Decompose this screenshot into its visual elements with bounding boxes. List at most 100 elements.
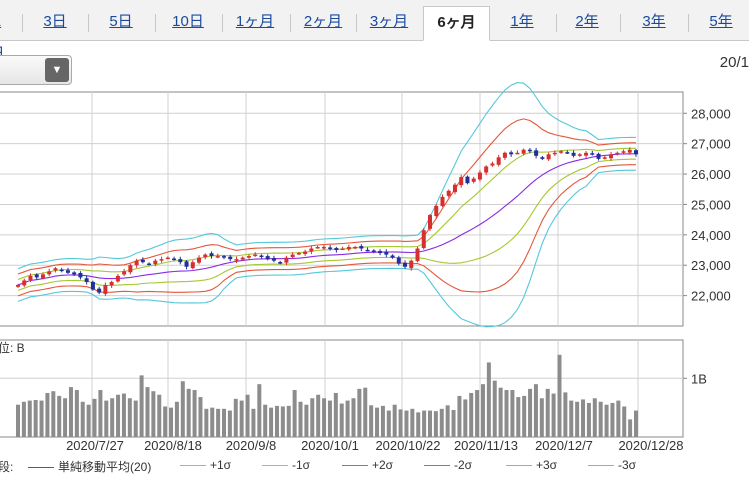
legend-prefix: 段: <box>0 460 14 474</box>
candle-body <box>22 280 27 286</box>
candle-body <box>47 271 52 275</box>
volume-bar <box>610 402 615 437</box>
volume-bar <box>127 398 132 437</box>
tab-1d[interactable]: 1日 <box>0 6 8 62</box>
candle-body <box>471 178 476 182</box>
volume-bar <box>21 401 26 437</box>
candle-body <box>590 153 595 155</box>
volume-bar <box>598 401 603 437</box>
candle-body <box>571 152 576 156</box>
tab-1y[interactable]: 1年 <box>510 13 534 30</box>
candle-body <box>321 246 326 249</box>
candle-body <box>452 184 457 193</box>
period-tab-bar: 1日 3日 5日 10日 1ヶ月 2ヶ月 3ヶ月 6ヶ月 1年 2年 3年 5年 <box>0 0 749 62</box>
candle-body <box>502 152 507 158</box>
volume-bar <box>557 354 562 437</box>
volume-bar <box>110 398 115 437</box>
volume-bar <box>133 400 138 437</box>
candle-body <box>384 251 389 255</box>
volume-bar <box>322 398 327 437</box>
chevron-down-icon[interactable]: ▼ <box>45 58 69 82</box>
tab-2y[interactable]: 2年 <box>575 13 599 30</box>
candle-body <box>222 256 226 258</box>
volume-bar <box>98 390 103 437</box>
candle-body <box>315 246 320 249</box>
candle-body <box>371 250 376 252</box>
volume-bar <box>233 398 238 437</box>
tab-1m[interactable]: 1ヶ月 <box>235 13 275 30</box>
candle-body <box>552 152 557 155</box>
tab-5d[interactable]: 5日 <box>109 13 133 30</box>
volume-bar <box>622 406 627 437</box>
candle-body <box>215 256 220 258</box>
tab-separator <box>222 14 223 32</box>
candle-body <box>415 248 420 262</box>
candle-body <box>521 149 526 154</box>
volume-bar <box>634 410 638 437</box>
volume-bar <box>592 398 597 437</box>
price-y-tick-label: 26,000 <box>691 167 731 182</box>
volume-bar <box>286 405 291 437</box>
volume-bar <box>433 411 438 437</box>
volume-bar <box>428 410 432 437</box>
volume-bar <box>151 391 156 437</box>
volume-bar <box>422 410 427 437</box>
candle-body <box>65 270 70 273</box>
candle-body <box>596 153 601 159</box>
chart-type-select[interactable]: ▼ <box>0 55 72 85</box>
volume-bar <box>616 400 621 437</box>
date-tick-label: 2020/12/28 <box>618 438 683 453</box>
volume-bar <box>180 381 185 437</box>
date-tick-label: 2020/10/22 <box>375 438 440 453</box>
volume-bar <box>375 407 380 437</box>
candle-body <box>346 246 351 250</box>
price-panel-frame <box>0 91 684 327</box>
tab-3m[interactable]: 3ヶ月 <box>369 13 409 30</box>
volume-bar <box>581 399 586 437</box>
volume-bar <box>204 408 209 437</box>
candle-body <box>421 230 426 249</box>
candle-body <box>59 269 64 272</box>
candle-body <box>34 274 39 278</box>
volume-bar <box>292 390 297 437</box>
tab-separator <box>556 14 557 32</box>
candle-body <box>621 151 626 153</box>
volume-bar <box>545 388 550 437</box>
candle-body <box>109 281 114 286</box>
candle-body <box>328 247 333 249</box>
tab-2m[interactable]: 2ヶ月 <box>303 13 343 30</box>
candle-body <box>90 281 95 290</box>
candle-body <box>53 268 58 271</box>
volume-bar <box>68 387 73 437</box>
tab-6m[interactable]: 6ヶ月 <box>423 6 490 41</box>
candle-body <box>446 190 451 196</box>
volume-bar <box>357 388 362 437</box>
price-y-tick-label: 24,000 <box>691 228 731 243</box>
volume-bar <box>222 408 226 437</box>
volume-bar <box>551 393 556 437</box>
tab-5y[interactable]: 5年 <box>709 13 733 30</box>
volume-bar <box>528 388 533 437</box>
volume-bar <box>174 401 179 437</box>
candle-body <box>602 157 607 159</box>
volume-bar <box>33 400 38 437</box>
volume-bar <box>310 398 315 437</box>
volume-bar <box>539 398 544 437</box>
band-plus1sigma-line <box>17 147 636 281</box>
volume-bar <box>498 387 503 437</box>
candle-body <box>172 258 177 261</box>
tab-3y[interactable]: 3年 <box>642 13 666 30</box>
candle-body <box>359 246 364 249</box>
candle-body <box>440 196 445 206</box>
candle-body <box>128 265 133 273</box>
volume-bar <box>451 409 456 437</box>
candle-body <box>490 163 495 166</box>
volume-unit-label: 位: B <box>0 340 25 355</box>
candle-body <box>340 248 345 251</box>
candle-body <box>577 154 582 156</box>
tab-10d[interactable]: 10日 <box>172 13 204 30</box>
price-y-tick-label: 25,000 <box>691 197 731 212</box>
tab-3d[interactable]: 3日 <box>43 13 67 30</box>
tab-separator <box>688 14 689 32</box>
